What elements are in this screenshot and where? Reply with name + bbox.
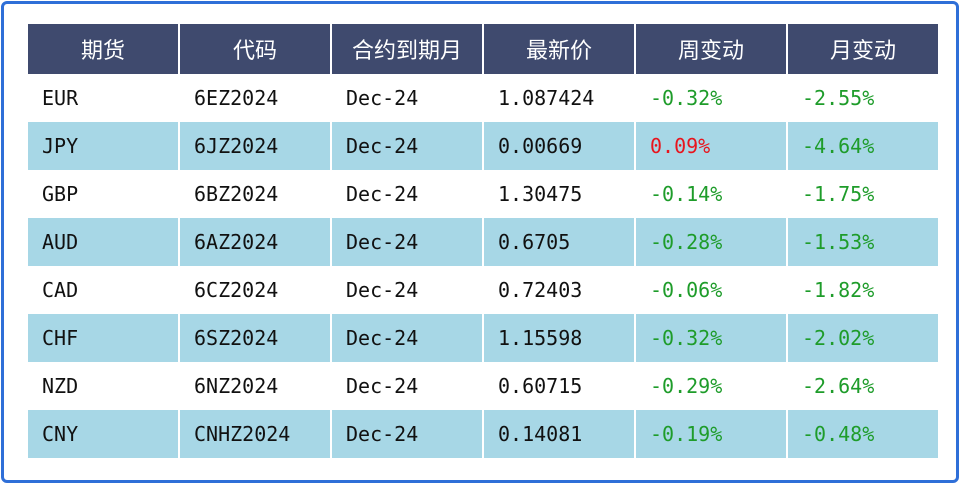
cell-weekly-change: 0.09% <box>636 122 786 170</box>
cell-weekly-change: -0.32% <box>636 314 786 362</box>
cell-symbol: AUD <box>28 218 178 266</box>
cell-price: 0.00669 <box>484 122 634 170</box>
cell-code: CNHZ2024 <box>180 410 330 458</box>
cell-symbol: EUR <box>28 74 178 122</box>
header-row: 期货 代码 合约到期月 最新价 周变动 月变动 <box>28 24 938 74</box>
cell-symbol: NZD <box>28 362 178 410</box>
header-futures: 期货 <box>28 24 178 74</box>
cell-code: 6AZ2024 <box>180 218 330 266</box>
cell-weekly-change: -0.32% <box>636 74 786 122</box>
cell-expiry: Dec-24 <box>332 218 482 266</box>
table-row: EUR 6EZ2024 Dec-24 1.087424 -0.32% -2.55… <box>28 74 938 122</box>
cell-weekly-change: -0.19% <box>636 410 786 458</box>
cell-price: 1.15598 <box>484 314 634 362</box>
cell-monthly-change: -2.02% <box>788 314 938 362</box>
cell-symbol: CAD <box>28 266 178 314</box>
header-code: 代码 <box>180 24 330 74</box>
cell-symbol: GBP <box>28 170 178 218</box>
cell-weekly-change: -0.06% <box>636 266 786 314</box>
cell-code: 6SZ2024 <box>180 314 330 362</box>
cell-monthly-change: -1.82% <box>788 266 938 314</box>
cell-expiry: Dec-24 <box>332 170 482 218</box>
cell-monthly-change: -4.64% <box>788 122 938 170</box>
header-price: 最新价 <box>484 24 634 74</box>
cell-price: 0.14081 <box>484 410 634 458</box>
futures-table: 期货 代码 合约到期月 最新价 周变动 月变动 EUR 6EZ2024 Dec-… <box>26 24 940 458</box>
table-row: GBP 6BZ2024 Dec-24 1.30475 -0.14% -1.75% <box>28 170 938 218</box>
cell-code: 6CZ2024 <box>180 266 330 314</box>
cell-monthly-change: -1.53% <box>788 218 938 266</box>
cell-price: 0.60715 <box>484 362 634 410</box>
cell-price: 0.6705 <box>484 218 634 266</box>
cell-weekly-change: -0.29% <box>636 362 786 410</box>
cell-monthly-change: -0.48% <box>788 410 938 458</box>
cell-weekly-change: -0.28% <box>636 218 786 266</box>
cell-code: 6JZ2024 <box>180 122 330 170</box>
cell-weekly-change: -0.14% <box>636 170 786 218</box>
cell-price: 1.087424 <box>484 74 634 122</box>
cell-expiry: Dec-24 <box>332 410 482 458</box>
table-row: CNY CNHZ2024 Dec-24 0.14081 -0.19% -0.48… <box>28 410 938 458</box>
cell-expiry: Dec-24 <box>332 314 482 362</box>
header-weekly-change: 周变动 <box>636 24 786 74</box>
cell-price: 1.30475 <box>484 170 634 218</box>
header-expiry: 合约到期月 <box>332 24 482 74</box>
cell-expiry: Dec-24 <box>332 266 482 314</box>
cell-code: 6NZ2024 <box>180 362 330 410</box>
table-row: CHF 6SZ2024 Dec-24 1.15598 -0.32% -2.02% <box>28 314 938 362</box>
cell-monthly-change: -2.55% <box>788 74 938 122</box>
cell-code: 6EZ2024 <box>180 74 330 122</box>
header-monthly-change: 月变动 <box>788 24 938 74</box>
cell-expiry: Dec-24 <box>332 362 482 410</box>
cell-symbol: CHF <box>28 314 178 362</box>
cell-symbol: CNY <box>28 410 178 458</box>
table-row: NZD 6NZ2024 Dec-24 0.60715 -0.29% -2.64% <box>28 362 938 410</box>
cell-price: 0.72403 <box>484 266 634 314</box>
cell-expiry: Dec-24 <box>332 122 482 170</box>
table-row: CAD 6CZ2024 Dec-24 0.72403 -0.06% -1.82% <box>28 266 938 314</box>
cell-symbol: JPY <box>28 122 178 170</box>
table-row: JPY 6JZ2024 Dec-24 0.00669 0.09% -4.64% <box>28 122 938 170</box>
cell-code: 6BZ2024 <box>180 170 330 218</box>
cell-monthly-change: -1.75% <box>788 170 938 218</box>
cell-monthly-change: -2.64% <box>788 362 938 410</box>
table-row: AUD 6AZ2024 Dec-24 0.6705 -0.28% -1.53% <box>28 218 938 266</box>
cell-expiry: Dec-24 <box>332 74 482 122</box>
